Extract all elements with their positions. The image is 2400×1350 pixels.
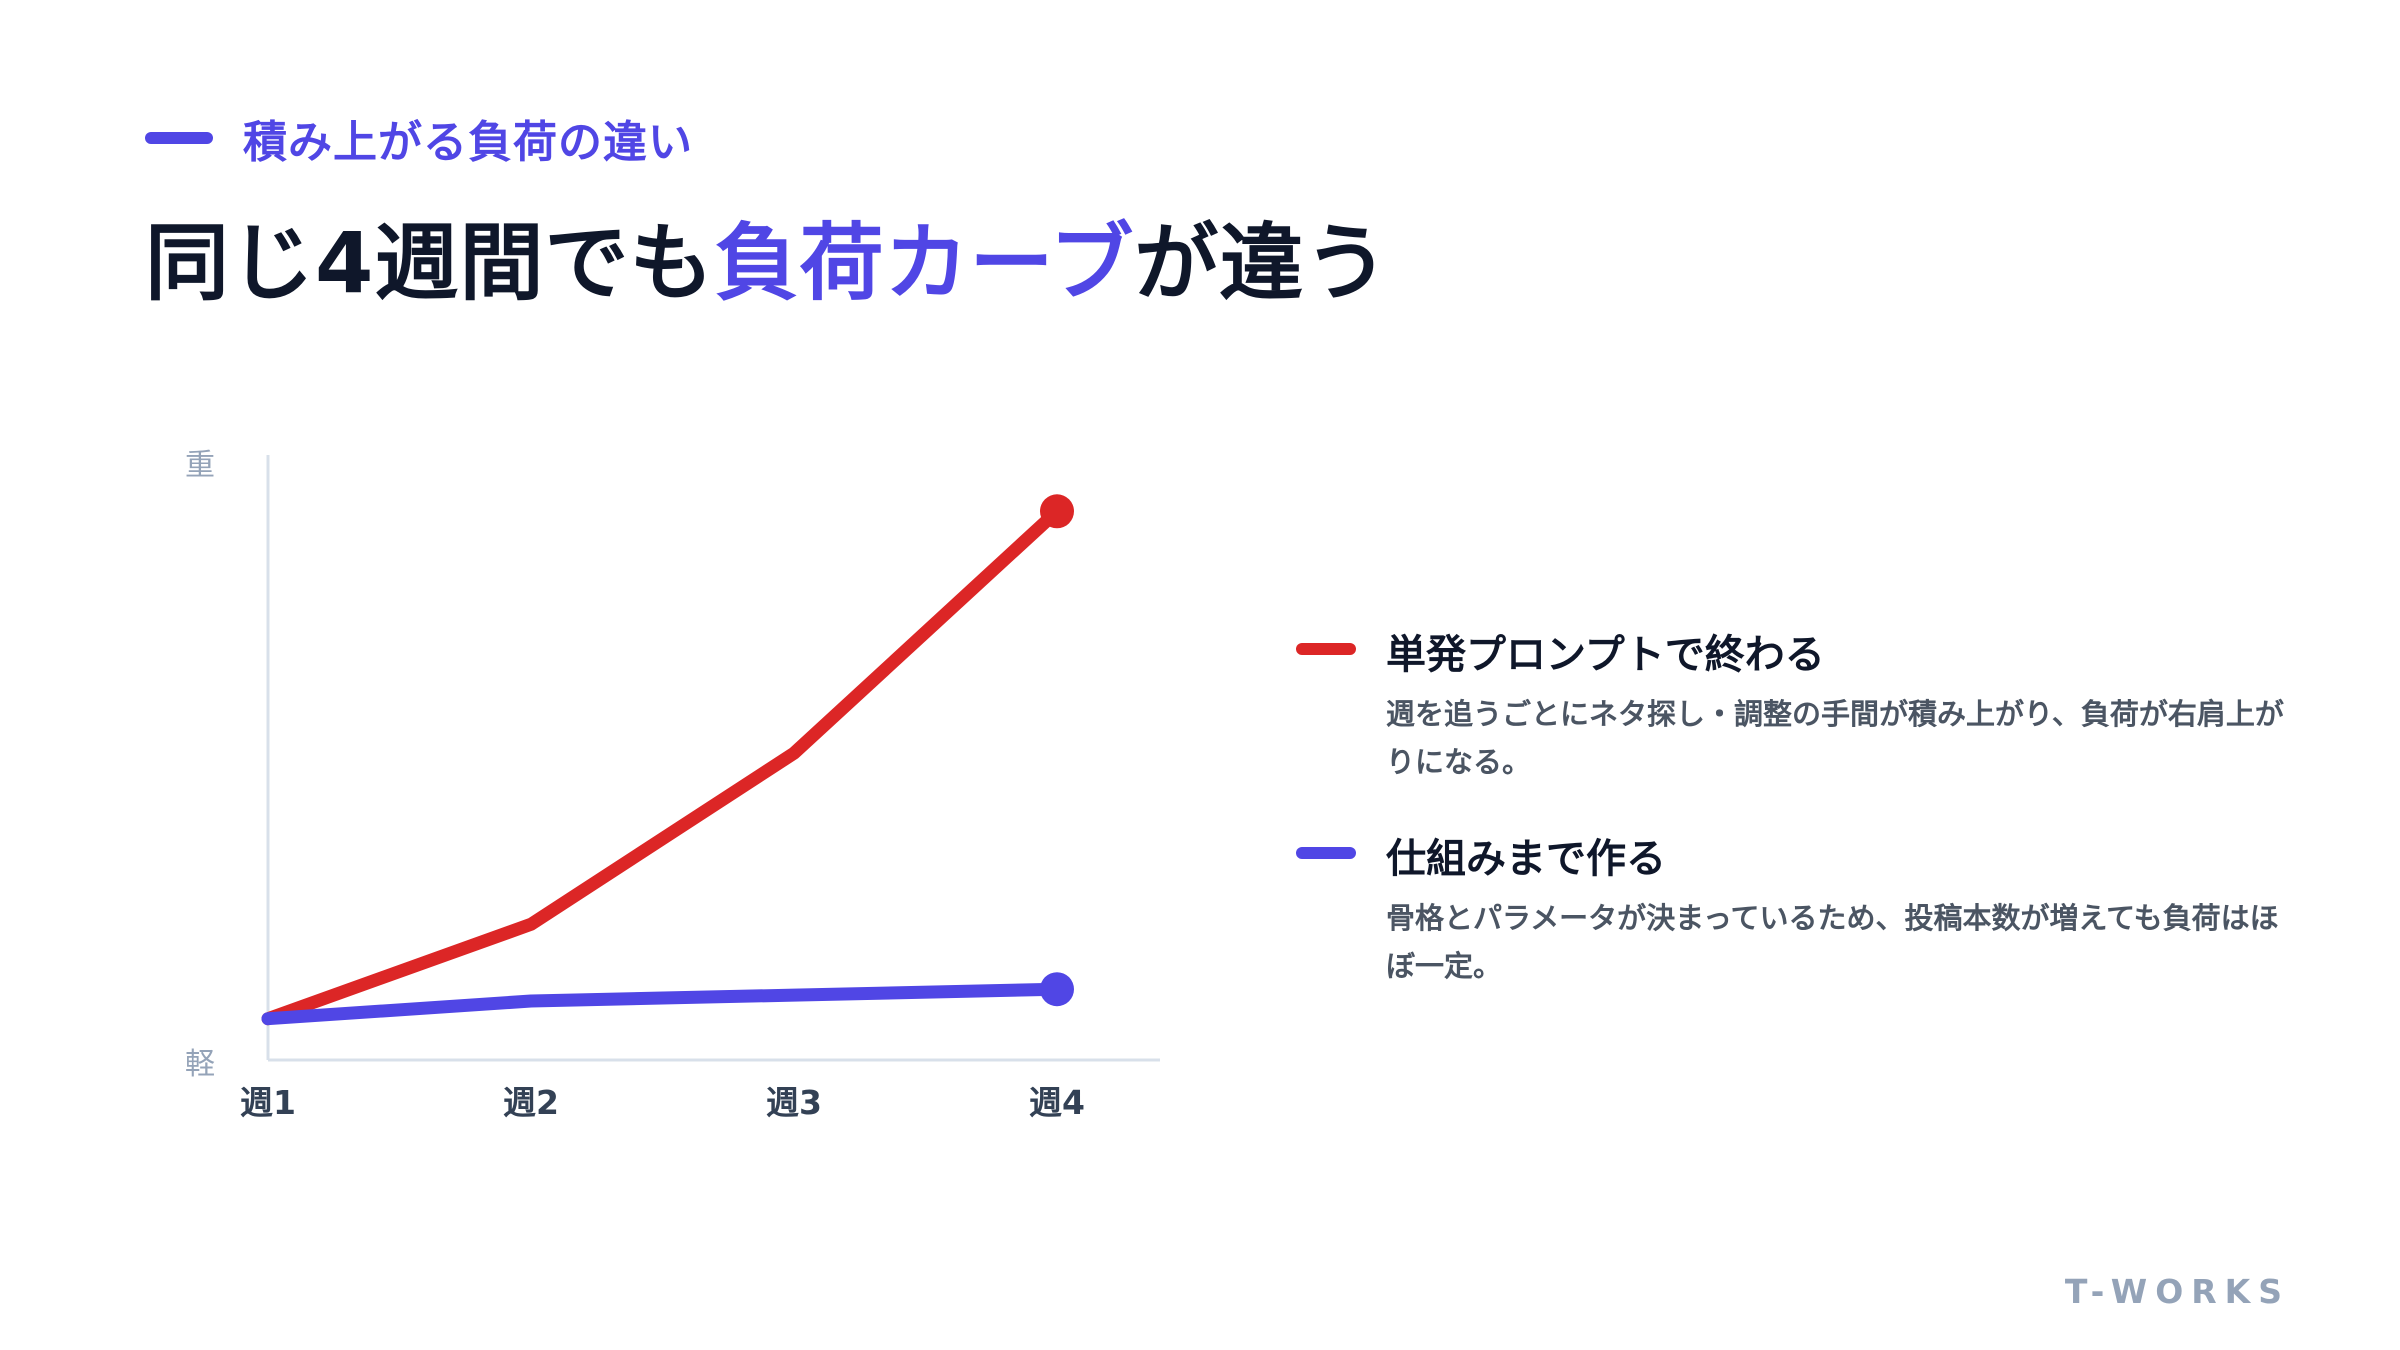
y-label-bottom: 軽 bbox=[185, 1047, 215, 1082]
x-tick-label: 週2 bbox=[503, 1083, 559, 1122]
page-title: 同じ4週間でも負荷カーブが違う bbox=[145, 196, 1389, 317]
legend-title-red: 単発プロンプトで終わる bbox=[1386, 632, 1825, 678]
series-line-red bbox=[261, 504, 1064, 1026]
title-before: 同じ4週間でも bbox=[145, 214, 715, 312]
title-highlight: 負荷カーブ bbox=[714, 214, 1135, 312]
x-tick-label: 週3 bbox=[766, 1083, 822, 1122]
x-tick-label: 週1 bbox=[240, 1083, 296, 1122]
eyebrow: 積み上がる負荷の違い bbox=[145, 106, 693, 170]
legend-swatch-red bbox=[1296, 643, 1356, 655]
legend-desc-red: 週を追うごとにネタ探し・調整の手間が積み上がり、負荷が右肩上がりになる。 bbox=[1386, 697, 2284, 779]
eyebrow-text: 積み上がる負荷の違い bbox=[243, 117, 693, 168]
legend-title-blue: 仕組みまで作る bbox=[1386, 836, 1666, 882]
brand-logo: T-WORKS bbox=[2064, 1272, 2290, 1311]
x-tick-label: 週4 bbox=[1029, 1083, 1085, 1122]
legend-swatch-blue bbox=[1296, 847, 1356, 859]
y-label-top: 重 bbox=[185, 448, 215, 483]
series-endpoint-blue bbox=[1040, 972, 1074, 1007]
series-endpoint-red bbox=[1040, 494, 1074, 529]
eyebrow-accent-bar bbox=[145, 132, 213, 144]
title-after: が違う bbox=[1134, 214, 1390, 312]
legend-desc-blue: 骨格とパラメータが決まっているため、投稿本数が増えても負荷はほぼ一定。 bbox=[1386, 901, 2279, 983]
series-line-blue bbox=[261, 982, 1064, 1026]
